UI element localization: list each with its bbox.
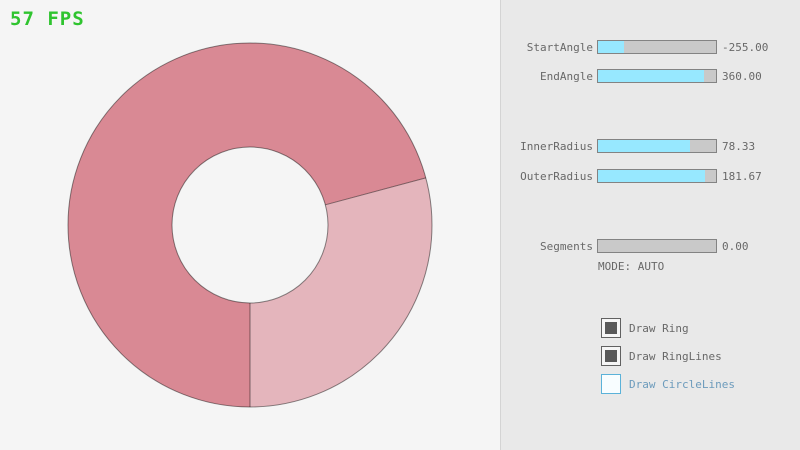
draw-ringlines-label: Draw RingLines	[629, 349, 722, 363]
draw-ring-row: Draw Ring	[601, 318, 689, 338]
inner-radius-value: 78.33	[722, 139, 756, 153]
start-angle-label: StartAngle	[526, 40, 593, 54]
draw-circlelines-label: Draw CircleLines	[629, 377, 735, 391]
slider-row-inner-radius: InnerRadius 78.33	[501, 139, 800, 153]
draw-ringlines-checkbox[interactable]	[601, 346, 621, 366]
segments-mode-text: MODE: AUTO	[598, 260, 665, 273]
end-angle-slider-fill	[598, 70, 705, 82]
draw-circlelines-row: Draw CircleLines	[601, 374, 735, 394]
end-angle-label: EndAngle	[540, 69, 593, 83]
slider-row-start-angle: StartAngle -255.00	[501, 40, 800, 54]
end-angle-value: 360.00	[722, 69, 762, 83]
start-angle-value: -255.00	[722, 40, 769, 54]
draw-ringlines-row: Draw RingLines	[601, 346, 722, 366]
draw-circlelines-checkbox[interactable]	[601, 374, 621, 394]
slider-row-end-angle: EndAngle 360.00	[501, 69, 800, 83]
inner-radius-label: InnerRadius	[520, 139, 593, 153]
slider-row-outer-radius: OuterRadius 181.67	[501, 169, 800, 183]
outer-radius-slider-fill	[598, 170, 706, 182]
checkmark	[605, 322, 617, 334]
start-angle-slider-fill	[598, 41, 624, 53]
end-angle-slider[interactable]	[597, 69, 717, 83]
controls-panel: StartAngle -255.00 EndAngle 360.00 Inner…	[500, 0, 800, 450]
slider-row-segments: Segments 0.00	[501, 239, 800, 253]
segments-label: Segments	[540, 239, 593, 253]
inner-radius-slider[interactable]	[597, 139, 717, 153]
inner-radius-slider-fill	[598, 140, 691, 152]
draw-ring-label: Draw Ring	[629, 321, 689, 335]
outer-radius-label: OuterRadius	[520, 169, 593, 183]
ring-drawing	[67, 42, 433, 408]
checkmark	[605, 350, 617, 362]
segments-slider[interactable]	[597, 239, 717, 253]
fps-counter: 57 FPS	[10, 8, 85, 30]
outer-radius-value: 181.67	[722, 169, 762, 183]
segments-value: 0.00	[722, 239, 749, 253]
outer-radius-slider[interactable]	[597, 169, 717, 183]
draw-ring-checkbox[interactable]	[601, 318, 621, 338]
start-angle-slider[interactable]	[597, 40, 717, 54]
